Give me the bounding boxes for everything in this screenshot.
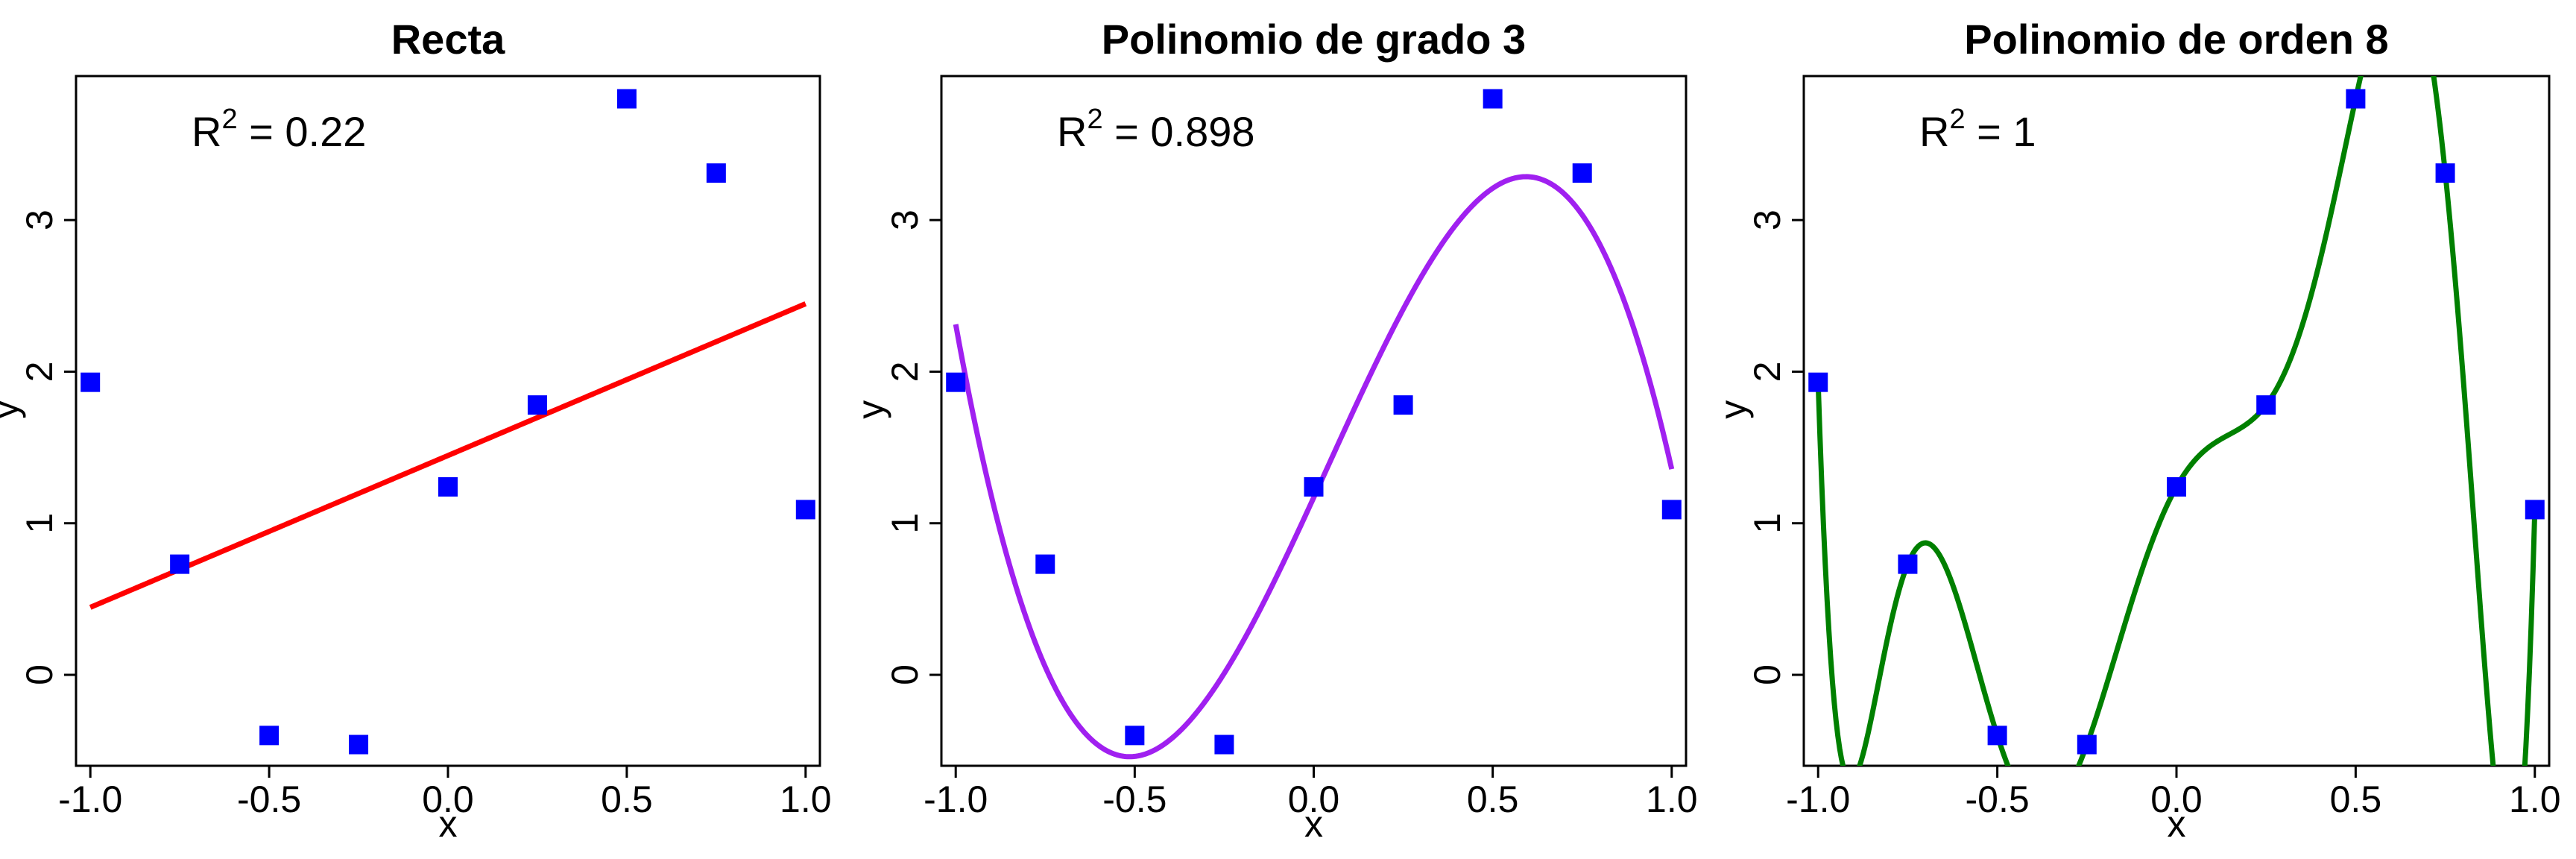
y-axis-label: y: [0, 400, 26, 419]
data-point: [1572, 163, 1592, 183]
data-point: [80, 372, 101, 392]
x-tick-label: 1.0: [1646, 778, 1698, 820]
panel-recta: Recta -1.0 -0.5 0.0 0.5 1.0 0 1 2 3 x y R2 = 0.22: [0, 16, 832, 845]
data-point: [1808, 372, 1828, 392]
x-tick-label: 0.0: [422, 778, 474, 820]
data-point: [349, 734, 369, 755]
x-tick-label: -1.0: [924, 778, 988, 820]
x-tick-label: -0.5: [1966, 778, 2030, 820]
x-tick-label: 0.5: [1467, 778, 1519, 820]
x-tick-label: 0.5: [2330, 778, 2382, 820]
x-tick-label: 0.0: [2150, 778, 2203, 820]
data-point: [946, 372, 966, 392]
data-point: [170, 554, 190, 574]
y-axis-label: y: [850, 400, 891, 419]
fit-curve: [953, 174, 1675, 760]
x-tick-label: -0.5: [1102, 778, 1167, 820]
chart-title: Polinomio de grado 3: [1102, 16, 1526, 63]
x-axis-label: x: [1304, 803, 1323, 845]
data-point: [1304, 476, 1324, 497]
data-point: [438, 476, 458, 497]
data-point: [2077, 734, 2097, 755]
x-tick-label: -1.0: [1786, 778, 1850, 820]
y-tick-label: 2: [19, 362, 60, 383]
y-tick-label: 1: [884, 513, 926, 534]
x-tick-label: 1.0: [2509, 778, 2561, 820]
data-point: [1125, 726, 1145, 746]
x-tick-label: -0.5: [237, 778, 301, 820]
data-point: [259, 726, 280, 746]
data-point: [1393, 395, 1413, 415]
data-point: [527, 395, 547, 415]
x-tick-label: 1.0: [780, 778, 832, 820]
x-tick-label: 0.0: [1288, 778, 1340, 820]
r-squared-label: R2 = 0.22: [192, 104, 366, 155]
x-tick-label: -1.0: [58, 778, 122, 820]
y-tick-label: 0: [1746, 664, 1788, 685]
data-point: [1483, 89, 1503, 109]
r-squared-label: R2 = 0.898: [1057, 104, 1255, 155]
data-point: [1898, 554, 1918, 574]
x-axis-label: x: [439, 803, 458, 845]
data-point: [1987, 726, 2007, 746]
y-tick-label: 3: [1746, 210, 1788, 230]
data-point: [2525, 500, 2545, 520]
x-axis-label: x: [2168, 803, 2186, 845]
fit-curve: [89, 301, 807, 610]
data-point: [1035, 554, 1055, 574]
y-tick-label: 2: [884, 362, 926, 383]
data-point: [2346, 89, 2366, 109]
data-point: [1214, 734, 1234, 755]
y-tick-label: 0: [19, 664, 60, 685]
data-point: [795, 500, 815, 520]
data-point: [2435, 163, 2455, 183]
data-point: [2167, 476, 2186, 497]
y-tick-label: 3: [19, 210, 60, 230]
y-tick-label: 0: [884, 664, 926, 685]
y-tick-label: 1: [19, 513, 60, 534]
chart-title: Recta: [391, 16, 505, 63]
panel-polinomio-grado-3: Polinomio de grado 3 -1.0 -0.5 0.0 0.5 1.0 0 1 2…: [850, 16, 1698, 845]
y-tick-label: 1: [1746, 513, 1788, 534]
data-point: [2256, 395, 2276, 415]
x-tick-label: 0.5: [601, 778, 653, 820]
data-point: [706, 163, 726, 183]
panel-polinomio-orden-8: Polinomio de orden 8 -1.0 -0.5 0.0 0.5 1.0 0 1 2…: [1712, 16, 2561, 845]
r-squared-label: R2 = 1: [1919, 104, 2036, 155]
chart-title: Polinomio de orden 8: [1964, 16, 2388, 63]
data-point: [616, 89, 637, 109]
data-point: [1661, 500, 1682, 520]
y-tick-label: 3: [884, 210, 926, 230]
y-axis-label: y: [1712, 400, 1754, 419]
y-tick-label: 2: [1746, 362, 1788, 383]
